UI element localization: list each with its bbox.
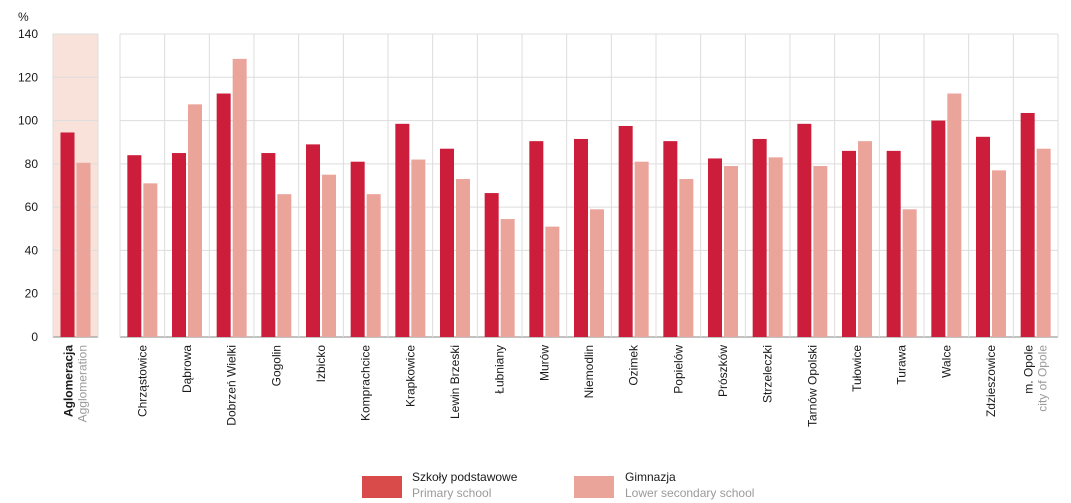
y-tick-0: 0 [31,330,38,344]
y-tick-40: 40 [25,243,39,257]
y-tick-20: 20 [25,287,39,301]
bars [60,58,1051,338]
x-label-izbicko: Izbicko [314,345,328,383]
bar-aglomeracja-lower-secondary-school [76,162,91,337]
bar-lewin-brzeski-primary-school [440,148,454,337]
x-sublabel-aglomeracja: Agglomeration [76,345,90,422]
bar-izbicko-lower-secondary-school [322,174,336,337]
x-label-krapkowice: Krapkowice [403,345,417,407]
x-label-dabrowa: Dąbrowa [180,345,194,393]
bar-tulowice-primary-school [842,150,856,337]
x-label-proszkow: Prószków [716,345,730,397]
bar-dobrzen-wielki-primary-school [216,93,231,338]
legend-label-lower-secondary-school: Gimnazja [625,470,676,484]
bar-turawa-primary-school [886,150,901,337]
legend-sublabel-lower-secondary-school: Lower secondary school [625,486,754,500]
legend-swatch-primary-school [362,476,402,498]
x-label-turawa: Turawa [895,345,909,385]
x-sublabel-m-opole: city of Opole [1036,345,1050,412]
bar-niemodlin-primary-school [574,138,588,337]
bar-m-opole-primary-school [1020,112,1035,337]
bar-gogolin-primary-school [261,153,276,337]
y-axis-unit: % [18,10,29,24]
x-label-murow: Murów [537,345,551,381]
y-tick-140: 140 [18,27,38,41]
x-label-tulowice: Tułowice [850,345,864,392]
bar-strzeleczki-primary-school [752,138,767,337]
y-tick-80: 80 [25,157,39,171]
bar-tulowice-lower-secondary-school [858,141,872,337]
bar-popielow-primary-school [663,141,678,337]
bar-dabrowa-primary-school [172,153,186,337]
x-label-m-opole: m. Opole [1022,345,1036,394]
x-label-tarnow-opolski: Tarnów Opolski [805,345,819,427]
bar-gogolin-lower-secondary-school [277,194,292,337]
x-label-aglomeracja: Aglomeracja [62,345,76,417]
bar-lubniany-primary-school [484,193,499,337]
y-axis-ticks: 0 20 40 60 80 100 120 140 [18,27,38,344]
legend: Szkoły podstawowe Primary school Gimnazj… [362,470,754,500]
legend-label-primary-school: Szkoły podstawowe [412,470,518,484]
x-label-zdzieszowice: Zdzieszowice [984,345,998,417]
bar-strzeleczki-lower-secondary-school [768,157,783,337]
x-label-niemodlin: Niemodlin [582,345,596,398]
bar-proszkow-lower-secondary-school [724,166,738,337]
bar-krapkowice-primary-school [395,123,410,337]
bar-lewin-brzeski-lower-secondary-school [456,179,470,337]
bar-murow-primary-school [529,141,544,337]
x-label-walce: Walce [939,345,953,378]
x-label-popielow: Popielów [671,345,685,394]
bar-m-opole-lower-secondary-school [1036,148,1051,337]
bar-walce-primary-school [931,120,946,337]
bar-dobrzen-wielki-lower-secondary-school [232,58,247,338]
legend-swatch-lower-secondary-school [574,476,614,498]
x-label-chrzastowice: Chrząstowice [135,345,149,417]
bar-chrzastowice-lower-secondary-school [143,183,158,337]
bar-komprachcice-primary-school [350,161,365,337]
bar-turawa-lower-secondary-school [902,209,917,337]
bar-walce-lower-secondary-school [947,93,962,338]
y-tick-60: 60 [25,200,39,214]
bar-proszkow-primary-school [708,158,722,337]
highlight-band-aglomeracja [52,33,99,338]
bar-ozimek-primary-school [618,125,633,337]
x-label-gogolin: Gogolin [269,345,283,386]
bar-dabrowa-lower-secondary-school [188,104,202,337]
highlight-layer [52,33,99,338]
x-axis-labels: Aglomeracja Agglomeration Chrząstowice Dąbr… [62,344,1050,427]
bar-lubniany-lower-secondary-school [500,219,515,337]
bar-chrzastowice-primary-school [127,155,142,337]
bar-popielow-lower-secondary-school [679,179,694,337]
y-tick-120: 120 [18,70,38,84]
x-label-dobrzen-wielki: Dobrzeń Wielki [225,345,239,426]
x-label-strzeleczki: Strzeleczki [761,345,775,403]
bar-krapkowice-lower-secondary-school [411,159,426,337]
bar-zdzieszowice-primary-school [976,136,990,337]
bar-komprachcice-lower-secondary-school [366,194,381,337]
x-label-lubniany: Łubniany [493,345,507,394]
x-label-komprachcice: Komprachcice [359,345,373,421]
bar-zdzieszowice-lower-secondary-school [992,170,1006,337]
bar-tarnow-opolski-lower-secondary-school [813,166,828,337]
bar-aglomeracja-primary-school [60,132,75,337]
x-label-ozimek: Ozimek [627,344,641,386]
bar-niemodlin-lower-secondary-school [590,209,604,337]
y-tick-100: 100 [18,114,38,128]
bar-izbicko-primary-school [306,144,320,337]
x-label-lewin-brzeski: Lewin Brzeski [448,345,462,419]
gridlines [52,33,1059,338]
bar-ozimek-lower-secondary-school [634,161,649,337]
bar-tarnow-opolski-primary-school [797,123,812,337]
legend-sublabel-primary-school: Primary school [412,486,491,500]
bar-murow-lower-secondary-school [545,226,560,337]
